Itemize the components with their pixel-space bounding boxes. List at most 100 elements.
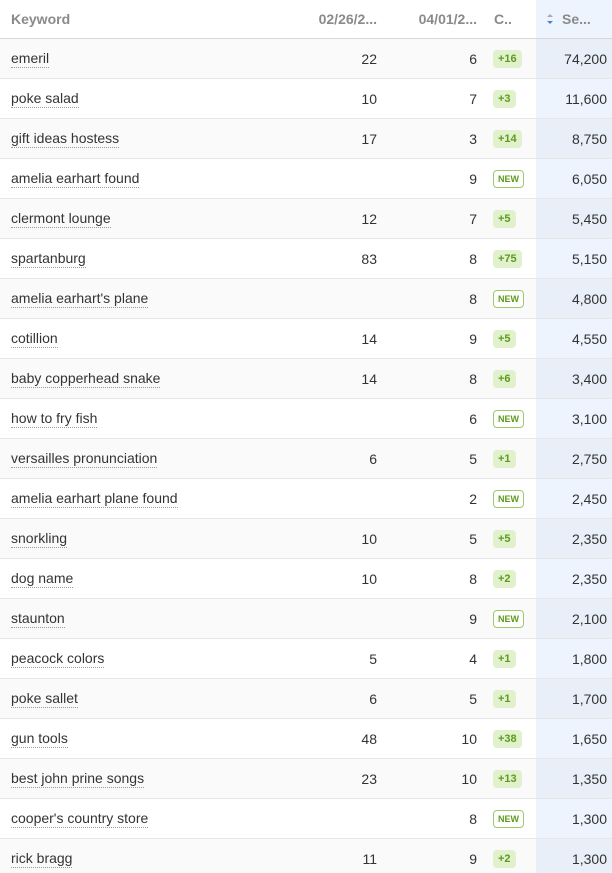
keyword-text[interactable]: versailles pronunciation [11,449,158,468]
keyword-text[interactable]: cotillion [11,329,58,348]
position-2-cell: 8 [469,370,477,387]
change-badge: +16 [493,49,522,68]
keyword-text[interactable]: poke salad [11,89,79,108]
change-cell: +1 [493,439,516,478]
change-cell: +2 [493,559,516,598]
keyword-cell: emeril [11,39,50,78]
keyword-text[interactable]: peacock colors [11,649,105,668]
keyword-cell: gift ideas hostess [11,119,120,158]
position-1-cell: 14 [361,370,377,387]
keyword-cell: spartanburg [11,239,86,278]
keyword-text[interactable]: rick bragg [11,849,73,868]
position-2-cell: 5 [469,450,477,467]
keyword-cell: peacock colors [11,639,105,678]
header-keyword[interactable]: Keyword [11,11,71,27]
position-2-cell: 9 [469,170,477,187]
table-row: emeril 22 6 +16 74,200 [0,39,612,79]
change-cell: +5 [493,519,516,558]
keyword-text[interactable]: spartanburg [11,249,86,268]
table-row: dog name 10 8 +2 2,350 [0,559,612,599]
position-1-cell: 6 [369,450,377,467]
keyword-cell: versailles pronunciation [11,439,158,478]
table-row: poke salad 10 7 +3 11,600 [0,79,612,119]
volume-cell: 1,800 [571,650,607,667]
table-row: cotillion 14 9 +5 4,550 [0,319,612,359]
position-2-cell: 3 [469,130,477,147]
table-row: amelia earhart's plane 8 NEW 4,800 [0,279,612,319]
change-badge: +38 [493,729,522,748]
change-badge: +3 [493,89,516,108]
position-2-cell: 8 [469,570,477,587]
keyword-cell: snorkling [11,519,68,558]
change-cell: +16 [493,39,522,78]
keyword-text[interactable]: amelia earhart's plane [11,289,149,308]
sort-icon[interactable] [546,13,554,25]
change-cell: +3 [493,79,516,118]
keyword-text[interactable]: how to fry fish [11,409,98,428]
volume-cell: 5,450 [571,210,607,227]
volume-cell: 4,550 [571,330,607,347]
sorted-column-bg [536,0,612,873]
position-1-cell: 17 [361,130,377,147]
volume-cell: 11,600 [565,90,607,107]
table-row: versailles pronunciation 6 5 +1 2,750 [0,439,612,479]
keyword-cell: rick bragg [11,839,73,873]
keyword-text[interactable]: amelia earhart plane found [11,489,178,508]
keyword-text[interactable]: gun tools [11,729,68,748]
keyword-text[interactable]: best john prine songs [11,769,145,788]
keyword-text[interactable]: emeril [11,49,50,68]
position-1-cell: 10 [361,90,377,107]
position-1-cell: 22 [361,50,377,67]
change-cell: +13 [493,759,522,798]
position-2-cell: 5 [469,530,477,547]
table-row: rick bragg 11 9 +2 1,300 [0,839,612,873]
position-1-cell: 5 [369,650,377,667]
change-cell: +38 [493,719,522,758]
header-change[interactable]: C.. [494,11,512,27]
keyword-cell: best john prine songs [11,759,145,798]
position-1-cell: 10 [361,530,377,547]
header-date-2[interactable]: 04/01/2... [418,11,477,27]
keyword-text[interactable]: amelia earhart found [11,169,140,188]
position-2-cell: 6 [469,410,477,427]
change-badge: NEW [493,169,524,188]
change-badge: NEW [493,809,524,828]
keyword-cell: poke sallet [11,679,78,718]
volume-cell: 8,750 [571,130,607,147]
table-row: staunton 9 NEW 2,100 [0,599,612,639]
change-cell: +14 [493,119,522,158]
table-row: amelia earhart found 9 NEW 6,050 [0,159,612,199]
position-2-cell: 7 [469,210,477,227]
keyword-cell: amelia earhart plane found [11,479,178,518]
volume-cell: 3,100 [571,410,607,427]
keyword-text[interactable]: baby copperhead snake [11,369,161,388]
keyword-text[interactable]: clermont lounge [11,209,111,228]
change-badge: +1 [493,689,516,708]
header-date-1[interactable]: 02/26/2... [318,11,377,27]
keyword-text[interactable]: cooper's country store [11,809,149,828]
change-badge: NEW [493,289,524,308]
table-row: best john prine songs 23 10 +13 1,350 [0,759,612,799]
keyword-text[interactable]: snorkling [11,529,68,548]
keyword-text[interactable]: staunton [11,609,65,628]
volume-cell: 74,200 [564,50,607,67]
keyword-cell: cotillion [11,319,58,358]
keyword-cell: cooper's country store [11,799,149,838]
keyword-cell: amelia earhart found [11,159,140,198]
volume-cell: 1,300 [571,850,607,867]
keyword-text[interactable]: gift ideas hostess [11,129,120,148]
position-2-cell: 10 [461,770,477,787]
header-volume[interactable]: Se... [562,11,591,27]
change-cell: +6 [493,359,516,398]
table-header: Keyword 02/26/2... 04/01/2... C.. Se... [0,0,612,39]
change-badge: +1 [493,449,516,468]
position-2-cell: 8 [469,810,477,827]
volume-cell: 2,450 [571,490,607,507]
change-cell: NEW [493,399,524,438]
keyword-text[interactable]: dog name [11,569,74,588]
position-2-cell: 9 [469,330,477,347]
keyword-text[interactable]: poke sallet [11,689,78,708]
change-cell: NEW [493,479,524,518]
position-2-cell: 8 [469,250,477,267]
table-row: how to fry fish 6 NEW 3,100 [0,399,612,439]
